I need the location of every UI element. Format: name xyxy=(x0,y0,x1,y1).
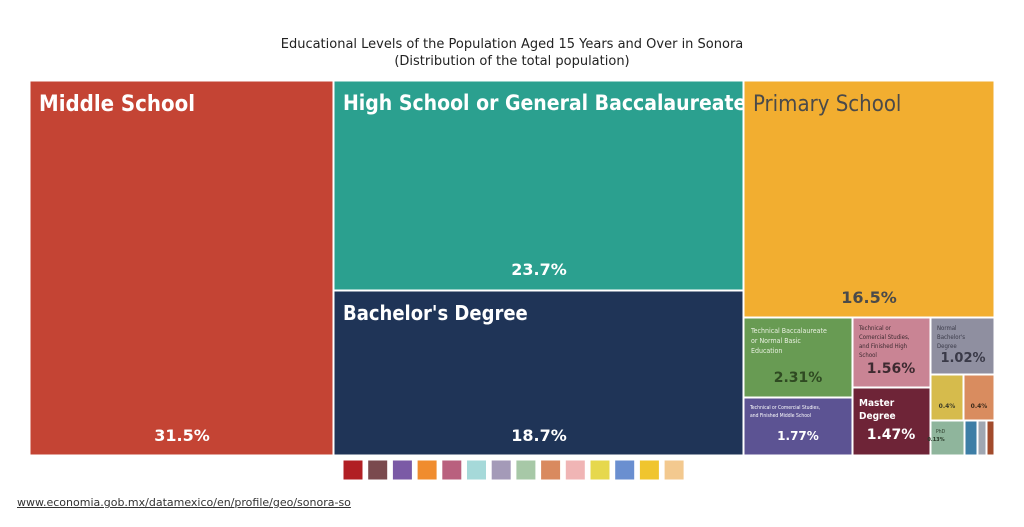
legend-swatch[interactable] xyxy=(416,459,438,481)
treemap-rect[interactable] xyxy=(963,374,995,421)
cell-label: Master xyxy=(859,398,895,409)
legend-swatch[interactable] xyxy=(540,459,562,481)
treemap-rect[interactable] xyxy=(333,290,744,456)
treemap-cell[interactable]: Technical or Comercial Studies, and Finis… xyxy=(743,397,853,456)
source-link[interactable]: www.economia.gob.mx/datamexico/en/profil… xyxy=(17,496,351,509)
treemap-rect[interactable] xyxy=(964,420,978,456)
treemap-rect[interactable] xyxy=(930,420,965,456)
treemap-rect[interactable] xyxy=(852,387,931,456)
legend-swatch[interactable] xyxy=(589,459,611,481)
treemap-chart: Middle School 31.5% High School or General… xyxy=(29,80,995,481)
cell-value: 1.56% xyxy=(867,361,916,377)
treemap-rect[interactable] xyxy=(29,80,334,456)
treemap-cell[interactable]: 0.4% xyxy=(963,374,995,421)
treemap-cell[interactable]: High School or General Baccalaureate 23.7… xyxy=(333,80,746,291)
treemap-cell[interactable] xyxy=(986,420,995,456)
cell-label: Primary School xyxy=(753,92,901,117)
treemap-rect[interactable] xyxy=(743,397,853,456)
cell-value: 31.5% xyxy=(154,426,210,445)
legend-swatch[interactable] xyxy=(342,459,364,481)
cell-label: or Normal Basic xyxy=(751,337,801,345)
cell-label: Bachelor's xyxy=(937,334,965,341)
legend-swatch[interactable] xyxy=(391,459,413,481)
legend-swatch[interactable] xyxy=(614,459,636,481)
cell-label: Degree xyxy=(937,343,957,350)
treemap-rect[interactable] xyxy=(986,420,995,456)
treemap-rect[interactable] xyxy=(977,420,987,456)
cell-label: School xyxy=(859,352,877,359)
treemap-cell[interactable]: Master Degree 1.47% xyxy=(852,387,931,456)
chart-subtitle: (Distribution of the total population) xyxy=(394,54,630,69)
cell-value: 1.47% xyxy=(867,427,916,443)
cell-value: 1.77% xyxy=(777,429,819,443)
legend-swatch[interactable] xyxy=(638,459,660,481)
treemap-cell[interactable] xyxy=(977,420,987,456)
legend-swatch[interactable] xyxy=(564,459,586,481)
treemap-cell[interactable]: Middle School 31.5% xyxy=(29,80,334,456)
legend-swatch[interactable] xyxy=(490,459,512,481)
cell-label: Comercial Studies, xyxy=(859,334,910,341)
treemap-rect[interactable] xyxy=(930,317,995,375)
cell-label: and Finished High xyxy=(859,343,907,350)
treemap-rect[interactable] xyxy=(743,80,995,318)
treemap-cell[interactable]: Technical Baccalaureate or Normal Basic Ed… xyxy=(743,317,853,398)
cell-label: Education xyxy=(751,347,782,355)
treemap-rect[interactable] xyxy=(930,374,964,421)
legend-swatch[interactable] xyxy=(441,459,463,481)
cell-label: and Finished Middle School xyxy=(750,413,811,419)
treemap-cell[interactable]: Technical or Comercial Studies, and Finish… xyxy=(852,317,931,388)
cell-label: High School or General Baccalaureate xyxy=(343,91,746,115)
cell-label: Middle School xyxy=(39,92,195,117)
treemap-cell[interactable]: Bachelor's Degree 18.7% xyxy=(333,290,744,456)
cell-value: 16.5% xyxy=(841,288,897,307)
treemap-rect[interactable] xyxy=(743,317,853,398)
cell-label: PhD xyxy=(936,429,946,435)
cell-value: 0.4% xyxy=(939,403,956,410)
cell-label: Technical or Comercial Studies, xyxy=(749,405,820,411)
treemap-rect[interactable] xyxy=(852,317,931,388)
cell-label: Normal xyxy=(937,325,957,332)
cell-label: Technical Baccalaureate xyxy=(750,327,827,335)
legend-swatch[interactable] xyxy=(663,459,685,481)
cell-value: 0.4% xyxy=(971,403,988,410)
chart-title: Educational Levels of the Population Age… xyxy=(280,37,744,52)
cell-value: 0.13% xyxy=(927,437,944,443)
treemap-cell[interactable]: 0.4% xyxy=(930,374,964,421)
cell-label: Degree xyxy=(859,411,896,422)
treemap-cell[interactable]: PhD 0.13% xyxy=(927,420,965,456)
legend-swatch[interactable] xyxy=(515,459,537,481)
cell-value: 1.02% xyxy=(940,351,985,366)
cell-label: Bachelor's Degree xyxy=(343,301,528,325)
cell-value: 2.31% xyxy=(774,370,823,386)
cell-label: Technical or xyxy=(858,325,892,332)
cell-value: 23.7% xyxy=(511,260,567,279)
legend-swatch[interactable] xyxy=(367,459,389,481)
legend-swatch[interactable] xyxy=(466,459,487,481)
treemap-cell[interactable]: Primary School 16.5% xyxy=(743,80,995,318)
cell-value: 18.7% xyxy=(511,426,567,445)
treemap-cell[interactable] xyxy=(964,420,978,456)
treemap-rect[interactable] xyxy=(333,80,744,291)
